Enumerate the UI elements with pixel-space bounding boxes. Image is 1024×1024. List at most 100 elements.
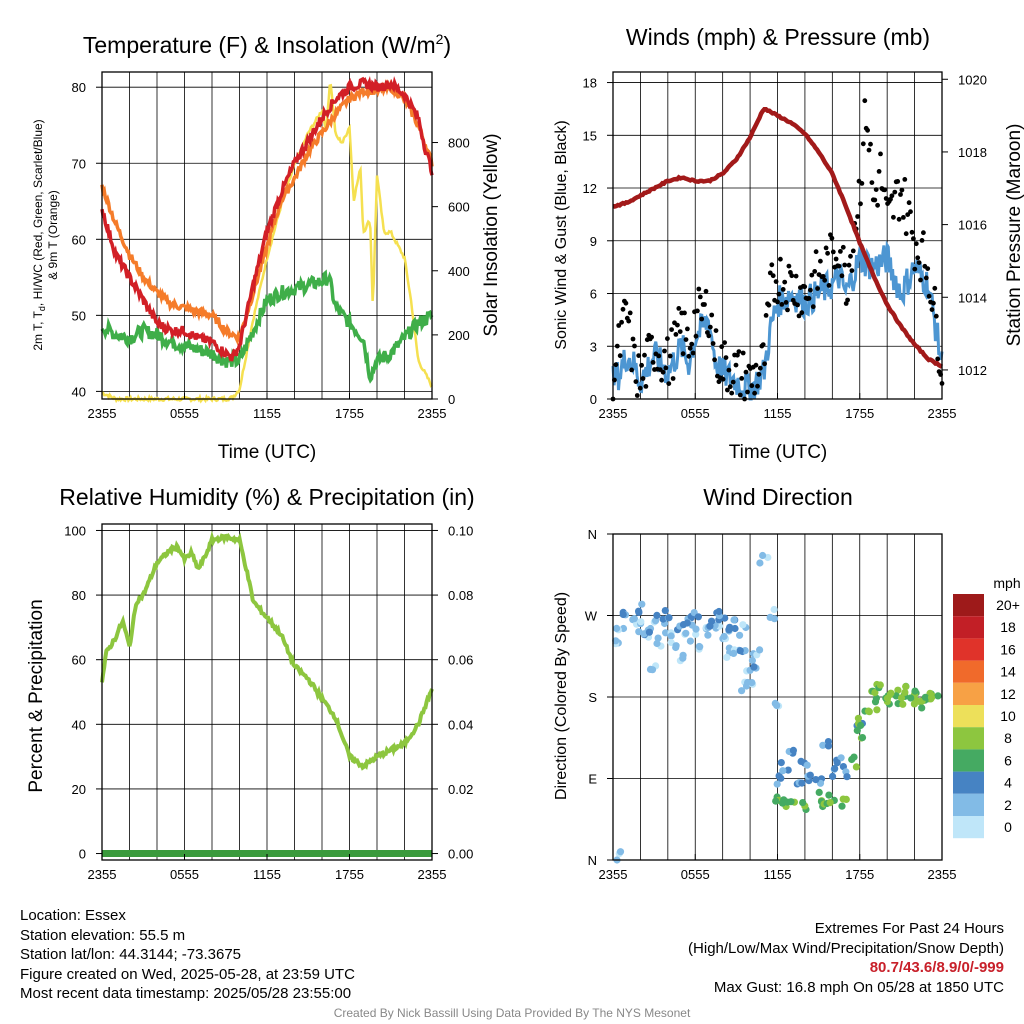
gust-point bbox=[913, 241, 919, 247]
temp-2m-line bbox=[100, 75, 434, 362]
gust-point bbox=[919, 238, 925, 243]
gust-point bbox=[769, 262, 775, 268]
gust-point bbox=[703, 288, 709, 294]
wind-direction-point bbox=[748, 679, 756, 687]
gust-point bbox=[756, 371, 762, 377]
gust-point bbox=[908, 209, 913, 215]
temp-title: Temperature (F) & Insolation (W/m2) bbox=[83, 31, 451, 58]
temp-xlabel: Time (UTC) bbox=[218, 442, 317, 463]
wind-direction-point bbox=[901, 688, 909, 697]
wind-direction-point bbox=[803, 761, 811, 769]
gust-point bbox=[903, 231, 909, 237]
gust-point bbox=[716, 379, 722, 385]
gust-point bbox=[780, 287, 786, 292]
gust-point bbox=[660, 369, 666, 375]
wind-direction-point bbox=[640, 630, 648, 638]
gust-point bbox=[865, 127, 870, 133]
temp-ytick-label: 60 bbox=[72, 232, 86, 247]
gust-point bbox=[710, 341, 716, 346]
gust-point bbox=[782, 279, 788, 285]
gust-point bbox=[736, 349, 742, 354]
gust-point bbox=[925, 266, 931, 271]
gust-point bbox=[921, 230, 926, 236]
wind-direction-point bbox=[653, 611, 661, 620]
gust-point bbox=[729, 390, 735, 396]
gust-point bbox=[932, 285, 938, 291]
wind-direction-point bbox=[704, 631, 712, 639]
wind-direction-point bbox=[829, 772, 837, 781]
latlon-text: Station lat/lon: 44.3144; -73.3675 bbox=[20, 946, 242, 963]
rh-ytick-label: 80 bbox=[72, 588, 86, 603]
gust-point bbox=[862, 98, 868, 104]
wind-direction-point bbox=[696, 643, 704, 651]
gust-point bbox=[620, 306, 626, 312]
wind-direction-point bbox=[694, 613, 703, 621]
rh-xtick-label: 1755 bbox=[335, 867, 364, 882]
wind-ytick-label: 12 bbox=[583, 181, 597, 196]
dir-xtick-label: 1755 bbox=[845, 867, 874, 882]
temp-ytick-label: 70 bbox=[72, 156, 86, 171]
gust-point bbox=[617, 353, 623, 359]
gust-point bbox=[796, 313, 802, 319]
dir-xtick-label: 2355 bbox=[599, 867, 628, 882]
wind-direction-point bbox=[645, 628, 654, 636]
wind-direction-point bbox=[824, 742, 833, 750]
wind-direction-point bbox=[852, 763, 861, 771]
wind-direction-point bbox=[741, 647, 749, 655]
wind-direction-point bbox=[921, 693, 930, 701]
legend-label: 10 bbox=[1000, 708, 1016, 724]
gust-point bbox=[873, 187, 879, 193]
wind-direction-point bbox=[662, 629, 670, 637]
wind-direction-point bbox=[864, 707, 873, 715]
legend-label: 4 bbox=[1004, 775, 1012, 791]
dir-ytick-label: S bbox=[588, 690, 597, 705]
legend-swatch bbox=[953, 749, 984, 772]
legend-label: 12 bbox=[1000, 686, 1016, 702]
temp-ytick-label: 50 bbox=[72, 308, 86, 323]
gust-point bbox=[632, 343, 637, 349]
wind-direction-point bbox=[766, 613, 774, 622]
gust-point bbox=[776, 291, 782, 297]
wind-direction-point bbox=[843, 773, 851, 781]
dir-xtick-label: 1155 bbox=[764, 867, 792, 882]
recent-data-text: Most recent data timestamp: 2025/05/28 2… bbox=[20, 985, 352, 1002]
gust-point bbox=[899, 187, 905, 193]
gust-point bbox=[733, 362, 739, 368]
wind-xtick-label: 0555 bbox=[681, 406, 710, 421]
gust-point bbox=[829, 235, 835, 241]
temp-ylabel-left-sub: d bbox=[37, 306, 47, 311]
gust-point bbox=[889, 193, 895, 199]
wind-direction-point bbox=[730, 649, 738, 658]
gust-point bbox=[858, 201, 863, 207]
wind-direction-point bbox=[779, 767, 787, 775]
gust-point bbox=[806, 296, 812, 301]
gust-point bbox=[695, 308, 700, 314]
legend-swatch bbox=[953, 616, 984, 639]
wind-direction-point bbox=[837, 754, 845, 762]
wind-direction-point bbox=[894, 686, 902, 694]
gust-point bbox=[918, 277, 923, 283]
wind-direction-point bbox=[738, 687, 746, 695]
created-text: Figure created on Wed, 2025-05-28, at 23… bbox=[20, 965, 355, 983]
temp-title-end: ) bbox=[443, 32, 451, 58]
rh-y2tick-label: 0.00 bbox=[448, 847, 473, 862]
gust-point bbox=[709, 312, 715, 318]
legend-swatch bbox=[953, 727, 984, 750]
wind-direction-point bbox=[839, 795, 847, 803]
gust-point bbox=[818, 258, 823, 264]
solar-insolation-line bbox=[101, 83, 433, 404]
gust-point bbox=[640, 376, 646, 381]
gust-point bbox=[614, 343, 620, 349]
wind-direction-point bbox=[934, 692, 942, 700]
wind-y2tick-label: 1018 bbox=[958, 145, 987, 160]
rh-ytick-label: 20 bbox=[72, 782, 86, 797]
gust-point bbox=[775, 299, 780, 305]
gust-point bbox=[896, 216, 902, 222]
wind-direction-point bbox=[770, 605, 778, 614]
pressure-line bbox=[612, 107, 944, 369]
gust-point bbox=[676, 306, 682, 311]
wind-direction-point bbox=[772, 797, 780, 805]
wind-title: Winds (mph) & Pressure (mb) bbox=[626, 24, 930, 50]
wind-direction-point bbox=[725, 626, 733, 634]
rh-ylabel-left: Percent & Precipitation bbox=[26, 599, 47, 792]
